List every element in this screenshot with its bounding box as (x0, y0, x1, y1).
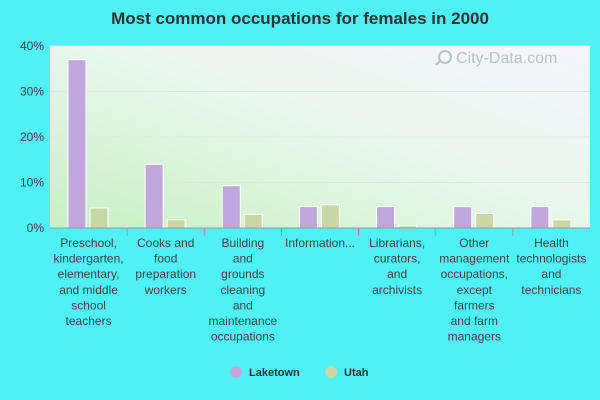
y-tick-label: 20% (20, 130, 44, 144)
legend-swatch-laketown (230, 366, 242, 378)
x-category-label-line: and middle (59, 283, 118, 297)
x-category-label-line: maintenance (208, 314, 277, 328)
x-category-label-line: and (387, 267, 407, 281)
x-category-label-line: kindergarten, (54, 252, 124, 266)
x-category-label: Information... (285, 236, 355, 250)
x-category-label-line: cleaning (221, 283, 266, 297)
x-category-label-line: elementary, (58, 267, 120, 281)
y-tick-label: 30% (20, 85, 44, 99)
x-category-label-line: grounds (221, 267, 264, 281)
bar-laketown-3[interactable] (298, 206, 318, 229)
x-category-label-line: except (457, 283, 493, 297)
x-category-label: Librarians, curators, and archivists (369, 236, 425, 297)
bar-utah-5[interactable] (475, 212, 495, 229)
x-category-label-line: technologists (516, 252, 586, 266)
x-category-label-line: preparation (135, 267, 196, 281)
x-category-label-line: and (541, 267, 561, 281)
bar-utah-2[interactable] (243, 213, 263, 229)
bar-laketown-1[interactable] (144, 163, 164, 229)
gridlines (50, 45, 590, 183)
x-category-label: Cooks and food preparation workers (135, 236, 196, 297)
x-category-label: Building and grounds cleaning and maintenance… (208, 236, 277, 344)
x-category-label-line: workers (144, 283, 187, 297)
x-category-label-line: technicians (521, 283, 581, 297)
x-category-label-line: and (233, 252, 253, 266)
x-category-label-line: teachers (66, 314, 112, 328)
bar-utah-1[interactable] (166, 219, 186, 229)
watermark-text: City-Data.com (456, 50, 557, 67)
x-category-label-line: Health (534, 236, 569, 250)
bar-laketown-0[interactable] (67, 59, 87, 229)
bar-utah-0[interactable] (89, 207, 109, 229)
x-axis-labels: Preschool, kindergarten, elementary, and mi… (54, 236, 587, 344)
bar-laketown-5[interactable] (453, 206, 473, 229)
x-category-label-line: management (439, 252, 510, 266)
y-tick-label: 10% (20, 176, 44, 190)
x-category-label-line: food (154, 252, 177, 266)
search-icon (438, 50, 452, 64)
y-axis-ticks: 0% 10% 20% 30% 40% (20, 39, 44, 235)
x-category-label-line: curators, (374, 252, 421, 266)
x-category-label-line: Preschool, (60, 236, 117, 250)
x-category-label-line: Information... (285, 236, 355, 250)
x-category-label-line: archivists (372, 283, 422, 297)
y-tick-label: 0% (27, 221, 45, 235)
bar-laketown-2[interactable] (221, 185, 241, 229)
bar-utah-6[interactable] (552, 219, 572, 229)
legend: Laketown Utah (230, 366, 369, 379)
x-category-label-line: and (233, 298, 253, 312)
x-category-label-line: Librarians, (369, 236, 425, 250)
x-category-label: Health technologists and technicians (516, 236, 586, 297)
x-category-label-line: Building (222, 236, 265, 250)
x-category-label: Preschool, kindergarten, elementary, and mi… (54, 236, 124, 328)
bar-utah-3[interactable] (320, 204, 340, 229)
y-tick-label: 40% (20, 39, 44, 53)
x-category-label-line: Other (459, 236, 489, 250)
x-category-label-line: and farm (451, 314, 498, 328)
bar-laketown-6[interactable] (530, 206, 550, 229)
watermark: City-Data.com (435, 50, 557, 67)
x-category-label-line: occupations, (441, 267, 508, 281)
legend-label: Laketown (249, 367, 300, 379)
legend-swatch-utah (325, 366, 337, 378)
legend-label: Utah (344, 367, 369, 379)
x-category-label-line: managers (448, 330, 501, 344)
x-category-label-line: occupations (211, 330, 275, 344)
bar-laketown-4[interactable] (376, 206, 396, 229)
x-category-label: Other management occupations, except farmers… (439, 236, 510, 344)
x-category-label-line: school (71, 298, 106, 312)
x-category-label-line: farmers (454, 298, 495, 312)
chart-title: Most common occupations for females in 2… (111, 9, 489, 28)
x-category-label-line: Cooks and (137, 236, 194, 250)
